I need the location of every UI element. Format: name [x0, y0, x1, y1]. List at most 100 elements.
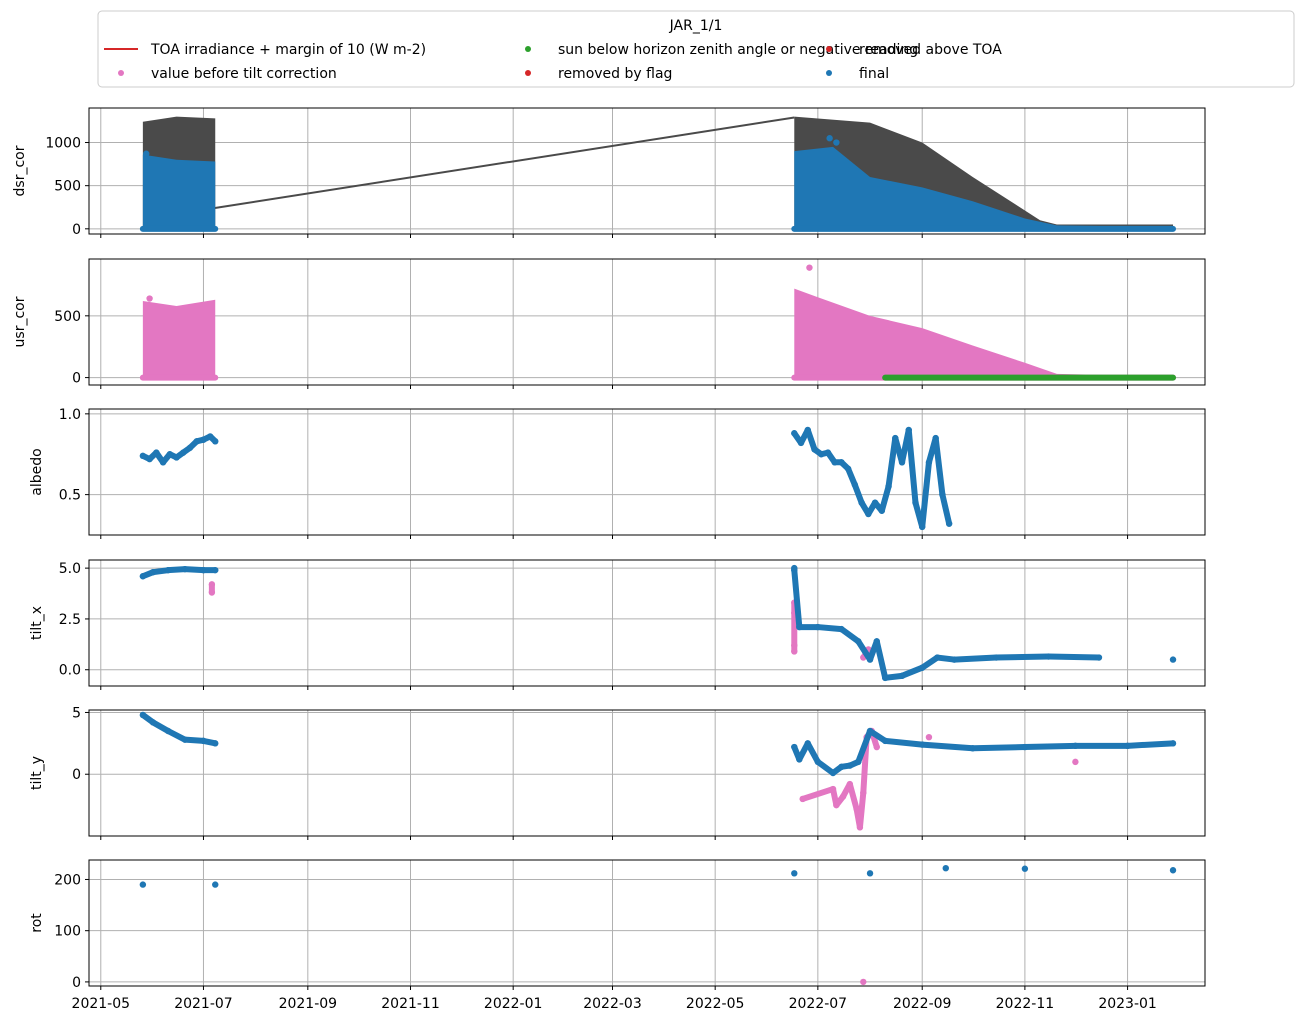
series-final-trace — [905, 427, 919, 506]
legend-dot-swatch — [525, 70, 531, 76]
plot-area — [139, 711, 1177, 831]
series-final-point — [791, 870, 798, 877]
plot-area — [139, 864, 1177, 986]
legend: JAR_1/1 TOA irradiance + margin of 10 (W… — [97, 10, 1295, 88]
series-before_tilt-trace — [846, 781, 860, 812]
y-tick-label: 0.5 — [59, 488, 81, 504]
axes-frame — [88, 408, 1206, 536]
panel-dsr_cor: 0 500 1000 dsr_cor — [12, 107, 1206, 238]
y-tick-label: 0.0 — [59, 663, 81, 679]
legend-entry: final — [826, 66, 889, 82]
legend-label: final — [859, 66, 889, 82]
y-tick-label: 500 — [54, 309, 81, 325]
x-tick-label: 2022-03 — [583, 996, 642, 1012]
y-axis-label: rot — [29, 913, 45, 933]
y-tick-label: 2.5 — [59, 612, 81, 628]
y-tick-label: 5 — [72, 705, 81, 721]
y-tick-label: 0 — [72, 767, 81, 783]
series-final-point — [212, 566, 219, 574]
series-final-point — [212, 881, 219, 888]
plot-area — [139, 426, 953, 531]
series-final-point — [139, 881, 147, 888]
y-axis-label: tilt_x — [29, 606, 45, 640]
panel-tilt_x: 0.0 2.5 5.0 tilt_x — [29, 559, 1206, 690]
series-final-trace — [791, 567, 803, 631]
legend-dot-swatch — [525, 46, 531, 52]
plot-area — [139, 264, 1177, 381]
panel-tilt_y: 0 5 tilt_y — [29, 705, 1206, 840]
x-tick-label: 2021-09 — [279, 996, 338, 1012]
plot-area — [139, 564, 1177, 682]
series-before_tilt-trace — [856, 789, 867, 831]
y-tick-label: 0 — [72, 371, 81, 387]
series-before_tilt-point — [860, 978, 867, 986]
series-before_tilt-point — [208, 589, 216, 596]
legend-dot-swatch — [826, 46, 832, 52]
series-before_tilt-band — [142, 299, 216, 378]
legend-entry: removed by flag — [525, 66, 672, 82]
series-final-point — [866, 870, 874, 877]
toa-connecting-line — [208, 116, 795, 210]
y-tick-label: 1.0 — [59, 407, 81, 423]
axes-frame — [88, 709, 1206, 837]
series-final-trace — [919, 459, 932, 530]
panels: 05001000dsr_cor0500usr_cor0.51.0albedo0.… — [12, 107, 1206, 1012]
axes-frame — [88, 559, 1206, 687]
series-final-point — [1169, 656, 1177, 663]
series-final-trace — [919, 741, 976, 752]
y-axis-label: usr_cor — [12, 296, 28, 347]
series-final-point — [942, 864, 949, 872]
series-before_tilt-point — [925, 733, 933, 741]
series-before_tilt-point — [873, 743, 880, 751]
series-before_tilt-point — [1072, 758, 1079, 766]
y-axis-label: albedo — [29, 448, 45, 495]
axes-frame — [88, 258, 1206, 386]
series-final-trace — [814, 624, 845, 633]
series-final-trace — [882, 737, 926, 748]
series-final-trace — [899, 664, 926, 679]
series-final-trace — [951, 654, 1000, 663]
series-final-trace — [885, 435, 899, 490]
series-before_tilt-band — [794, 288, 1174, 378]
panel-albedo: 0.5 1.0 albedo — [29, 407, 1206, 539]
series-before_tilt-trace — [799, 786, 836, 802]
series-before_tilt-point — [806, 264, 813, 271]
series-final-trace — [939, 491, 953, 527]
series-final-trace — [1124, 740, 1177, 749]
series-final-band — [142, 154, 216, 229]
y-tick-label: 200 — [54, 872, 81, 888]
panel-usr_cor: 0 500 usr_cor — [12, 258, 1206, 389]
legend-entry: value before tilt correction — [118, 66, 337, 82]
legend-items: TOA irradiance + margin of 10 (W m-2) val… — [104, 42, 1002, 82]
series-final-point — [143, 150, 150, 157]
legend-label: TOA irradiance + margin of 10 (W m-2) — [150, 42, 426, 58]
axes-frame — [88, 859, 1206, 987]
y-tick-label: 5.0 — [59, 561, 81, 577]
panel-rot: 0 100 200 2021-05 2021-07 2021-09 2021-11 2022-… — [29, 859, 1206, 1012]
series-final-point — [212, 438, 219, 445]
legend-dot-swatch — [118, 70, 124, 76]
series-final-point — [212, 740, 219, 747]
y-tick-label: 0 — [72, 975, 81, 991]
y-axis-label: tilt_y — [29, 756, 45, 790]
legend-frame — [97, 10, 1295, 88]
x-tick-label: 2021-11 — [381, 996, 440, 1012]
legend-dot-swatch — [826, 70, 832, 76]
series-final-trace — [804, 740, 821, 765]
x-tick-label: 2022-01 — [484, 996, 543, 1012]
series-final-point — [1169, 867, 1177, 874]
legend-title: JAR_1/1 — [669, 18, 723, 34]
x-tick-label: 2022-09 — [893, 996, 952, 1012]
series-final-point — [1095, 654, 1103, 661]
series-final-trace — [804, 427, 818, 453]
series-final-trace — [1021, 742, 1079, 751]
legend-label: removed by flag — [558, 66, 672, 82]
axes-frame — [88, 107, 1206, 235]
series-final-point — [1169, 740, 1177, 747]
plot-area — [139, 116, 1177, 232]
legend-label: value before tilt correction — [151, 66, 337, 82]
series-final-trace — [878, 483, 892, 514]
legend-entry: TOA irradiance + margin of 10 (W m-2) — [104, 42, 426, 58]
legend-entry: removed above TOA — [826, 42, 1002, 58]
x-tick-label: 2022-07 — [789, 996, 848, 1012]
